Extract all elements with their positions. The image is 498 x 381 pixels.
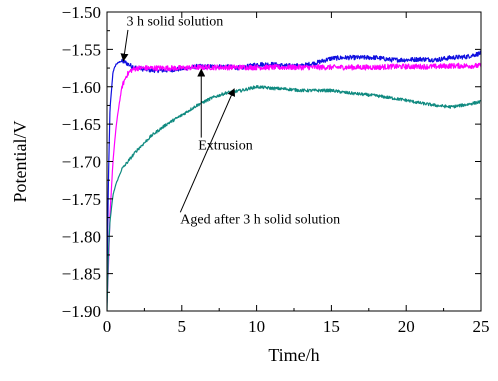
y-tick-label: −1.85 (62, 265, 101, 284)
annotation-arrow (179, 88, 236, 213)
y-tick-label: −1.70 (62, 153, 101, 172)
x-tick-label: 25 (473, 317, 490, 336)
x-tick-label: 20 (398, 317, 415, 336)
y-tick-label: −1.75 (62, 190, 101, 209)
x-tick-label: 10 (248, 317, 265, 336)
series-line-0 (107, 50, 481, 281)
y-axis-title: Potential/V (10, 121, 30, 203)
ticks-layer: 0 5 10 15 20 25 −1.50 −1.55 −1.60 −1.65 −1.70 −1.75… (62, 3, 490, 336)
y-tick-label: −1.50 (62, 3, 101, 22)
plot-frame (106, 11, 482, 312)
series-line-1 (107, 62, 481, 303)
series-layer (107, 50, 481, 311)
annotation-label: Extrusion (198, 139, 252, 154)
x-axis-title: Time/h (268, 345, 319, 365)
series-line-2 (107, 85, 481, 311)
y-tick-label: −1.90 (62, 302, 101, 321)
y-tick-label: −1.60 (62, 78, 101, 97)
annotations-layer: 3 h solid solution Extrusion Aged after 3 … (120, 14, 340, 228)
x-tick-label: 0 (103, 317, 112, 336)
annotation-label: 3 h solid solution (126, 14, 223, 29)
y-tick-label: −1.55 (62, 40, 101, 59)
x-tick-label: 15 (323, 317, 340, 336)
annotation-label: Aged after 3 h solid solution (180, 213, 340, 228)
y-tick-label: −1.80 (62, 227, 101, 246)
x-tick-label: 5 (178, 317, 187, 336)
annotation-arrow (120, 29, 129, 62)
y-tick-label: −1.65 (62, 115, 101, 134)
